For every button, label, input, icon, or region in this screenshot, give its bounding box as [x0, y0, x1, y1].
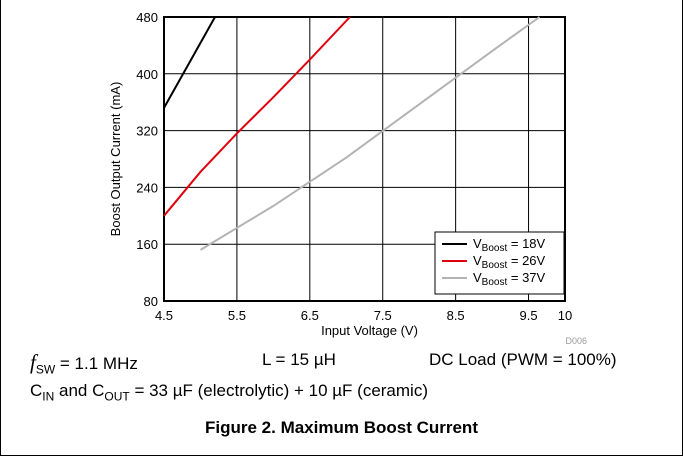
tick-labels: 4.5 5.5 6.5 7.5 8.5 9.5 10 80 160 240 320 400 480 [136, 10, 572, 323]
boost-current-chart: 4.5 5.5 6.5 7.5 8.5 9.5 10 80 160 240 320 400 480 In… [108, 10, 587, 346]
cin-symbol: C [30, 381, 43, 400]
legend-label-1: VBoost = 18V [473, 236, 546, 254]
legend-label-2: VBoost = 26V [473, 253, 546, 271]
y-tick-label: 80 [144, 294, 158, 309]
cout-symbol: C [92, 381, 105, 400]
x-tick-label: 6.5 [301, 308, 319, 323]
series-line-2 [163, 16, 351, 217]
y-tick-label: 320 [136, 124, 158, 139]
y-tick-label: 400 [136, 67, 158, 82]
x-tick-label: 9.5 [520, 308, 538, 323]
legend-box [434, 231, 565, 295]
figure-code: D006 [565, 336, 587, 346]
x-tick-label: 7.5 [374, 308, 392, 323]
conditions-line-2: CIN and COUT = 33 µF (electrolytic) + 10… [30, 381, 428, 403]
capacitor-values: = 33 µF (electrolytic) + 10 µF (ceramic) [129, 381, 428, 400]
grid [164, 17, 565, 301]
cin-subscript: IN [42, 389, 55, 404]
and-text: and [54, 381, 93, 400]
cout-subscript: OUT [104, 389, 130, 404]
x-tick-label: 5.5 [228, 308, 246, 323]
inductor-condition: L = 15 µH [262, 350, 336, 369]
series-line-1 [163, 16, 216, 109]
x-tick-label: 4.5 [155, 308, 173, 323]
fsw-subscript: SW [35, 362, 56, 377]
series-line-3 [199, 16, 541, 251]
fsw-value: = 1.1 MHz [55, 354, 138, 373]
y-tick-label: 160 [136, 237, 158, 252]
x-axis-label: Input Voltage (V) [321, 323, 418, 338]
plot-area [163, 16, 566, 302]
figure-caption: Figure 2. Maximum Boost Current [205, 418, 478, 437]
load-condition: DC Load (PWM = 100%) [429, 350, 617, 369]
x-tick-label: 10 [558, 308, 572, 323]
legend-label-3: VBoost = 37V [473, 270, 546, 288]
fsw-symbol: f [30, 350, 36, 374]
x-tick-label: 8.5 [447, 308, 465, 323]
y-tick-label: 240 [136, 180, 158, 195]
y-tick-label: 480 [136, 10, 158, 25]
series-group [163, 16, 541, 251]
y-axis-label: Boost Output Current (mA) [108, 82, 123, 237]
conditions-line-1: fSW = 1.1 MHz [30, 350, 138, 376]
